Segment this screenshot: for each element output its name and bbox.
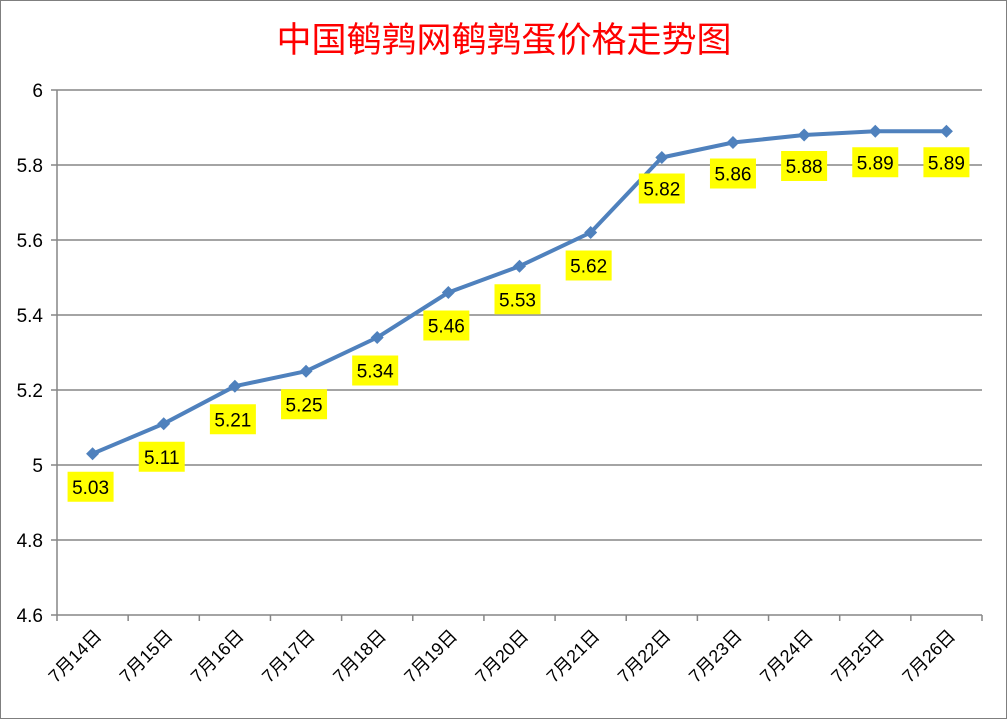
- data-label-text: 5.89: [857, 153, 894, 174]
- price-series: [86, 124, 953, 461]
- data-point: [228, 379, 242, 393]
- data-label: 5.25: [281, 389, 328, 420]
- x-tick-label: 7月24日: [756, 626, 817, 687]
- data-label-text: 5.89: [928, 153, 965, 174]
- y-tick-label: 6: [32, 81, 43, 102]
- y-axis-ticks: 4.6 4.8 5 5.2 5.4 5.6 5.8 6: [17, 81, 44, 627]
- data-label: 5.82: [638, 173, 685, 204]
- data-label-box: [638, 173, 685, 204]
- data-label-box: [67, 471, 114, 502]
- data-label-box: [852, 147, 899, 178]
- x-tick-label: 7月15日: [116, 626, 177, 687]
- data-label: 5.21: [209, 404, 256, 435]
- data-point: [370, 331, 384, 344]
- x-tick-label: 7月23日: [685, 626, 746, 687]
- data-label-text: 5.88: [786, 157, 823, 178]
- data-point: [797, 128, 811, 142]
- data-label-text: 5.21: [214, 410, 251, 431]
- data-label-text: 5.11: [144, 448, 180, 469]
- data-label-text: 5.53: [499, 290, 536, 311]
- data-label: 5.03: [67, 471, 114, 502]
- data-point: [86, 447, 100, 461]
- x-tick-label: 7月17日: [258, 626, 319, 687]
- data-label-box: [781, 151, 828, 181]
- data-point: [299, 364, 313, 378]
- gridlines: [57, 89, 982, 541]
- data-label-text: 5.46: [428, 317, 465, 338]
- x-tick-label: 7月20日: [471, 626, 532, 687]
- data-point: [441, 286, 455, 299]
- y-tick-label: 5: [32, 456, 43, 477]
- data-label: 5.53: [494, 284, 541, 315]
- data-label-text: 5.34: [357, 362, 394, 383]
- axes: [51, 89, 983, 621]
- x-tick-label: 7月14日: [45, 626, 106, 687]
- data-label: 5.89: [923, 147, 970, 178]
- x-axis-ticks: 7月14日 7月15日 7月16日 7月17日 7月18日 7月19日 7月20日 7月21日…: [45, 626, 960, 687]
- data-point: [513, 259, 526, 273]
- data-label-box: [138, 441, 185, 472]
- x-tick-label: 7月26日: [898, 626, 959, 687]
- y-tick-label: 4.8: [17, 531, 43, 552]
- data-point: [584, 226, 598, 239]
- data-labels: 5.03 5.11 5.21 5.25 5.34 5.46 5.53 5.62 5.82 5.86…: [67, 147, 970, 502]
- x-tick-label: 7月18日: [329, 626, 390, 687]
- data-label: 5.62: [565, 250, 612, 281]
- x-tick-label: 7月21日: [543, 626, 604, 687]
- data-label-box: [565, 250, 612, 281]
- data-label-box: [494, 284, 541, 315]
- data-label-box: [923, 147, 970, 178]
- y-tick-label: 5.6: [17, 231, 43, 252]
- data-label-text: 5.86: [714, 165, 751, 186]
- data-label: 5.89: [852, 147, 899, 178]
- data-label: 5.11: [138, 441, 185, 472]
- data-label: 5.46: [423, 310, 470, 341]
- data-label-box: [281, 389, 328, 420]
- data-label-box: [209, 404, 256, 435]
- data-label-text: 5.82: [643, 180, 680, 201]
- chart-title: 中国鹌鹑网鹌鹑蛋价格走势图: [276, 21, 731, 61]
- x-tick-label: 7月22日: [614, 626, 675, 687]
- data-label: 5.86: [709, 158, 756, 189]
- x-tick-label: 7月19日: [400, 626, 461, 687]
- y-tick-label: 5.4: [17, 306, 44, 327]
- y-tick-label: 5.2: [17, 381, 43, 402]
- y-tick-label: 5.8: [17, 156, 43, 177]
- data-label-text: 5.25: [286, 395, 323, 416]
- data-label: 5.88: [781, 151, 828, 181]
- data-label-box: [423, 310, 470, 341]
- data-label-box: [709, 158, 756, 189]
- data-label-text: 5.62: [570, 257, 607, 278]
- x-tick-label: 7月16日: [187, 626, 248, 687]
- data-point: [868, 124, 882, 138]
- data-point: [726, 136, 740, 149]
- data-point: [939, 124, 953, 138]
- x-tick-label: 7月25日: [827, 626, 888, 687]
- data-point: [157, 417, 171, 431]
- data-label: 5.34: [352, 355, 399, 386]
- data-label-box: [352, 355, 399, 386]
- y-tick-label: 4.6: [17, 606, 43, 627]
- data-label-text: 5.03: [72, 478, 109, 499]
- data-point: [655, 151, 669, 164]
